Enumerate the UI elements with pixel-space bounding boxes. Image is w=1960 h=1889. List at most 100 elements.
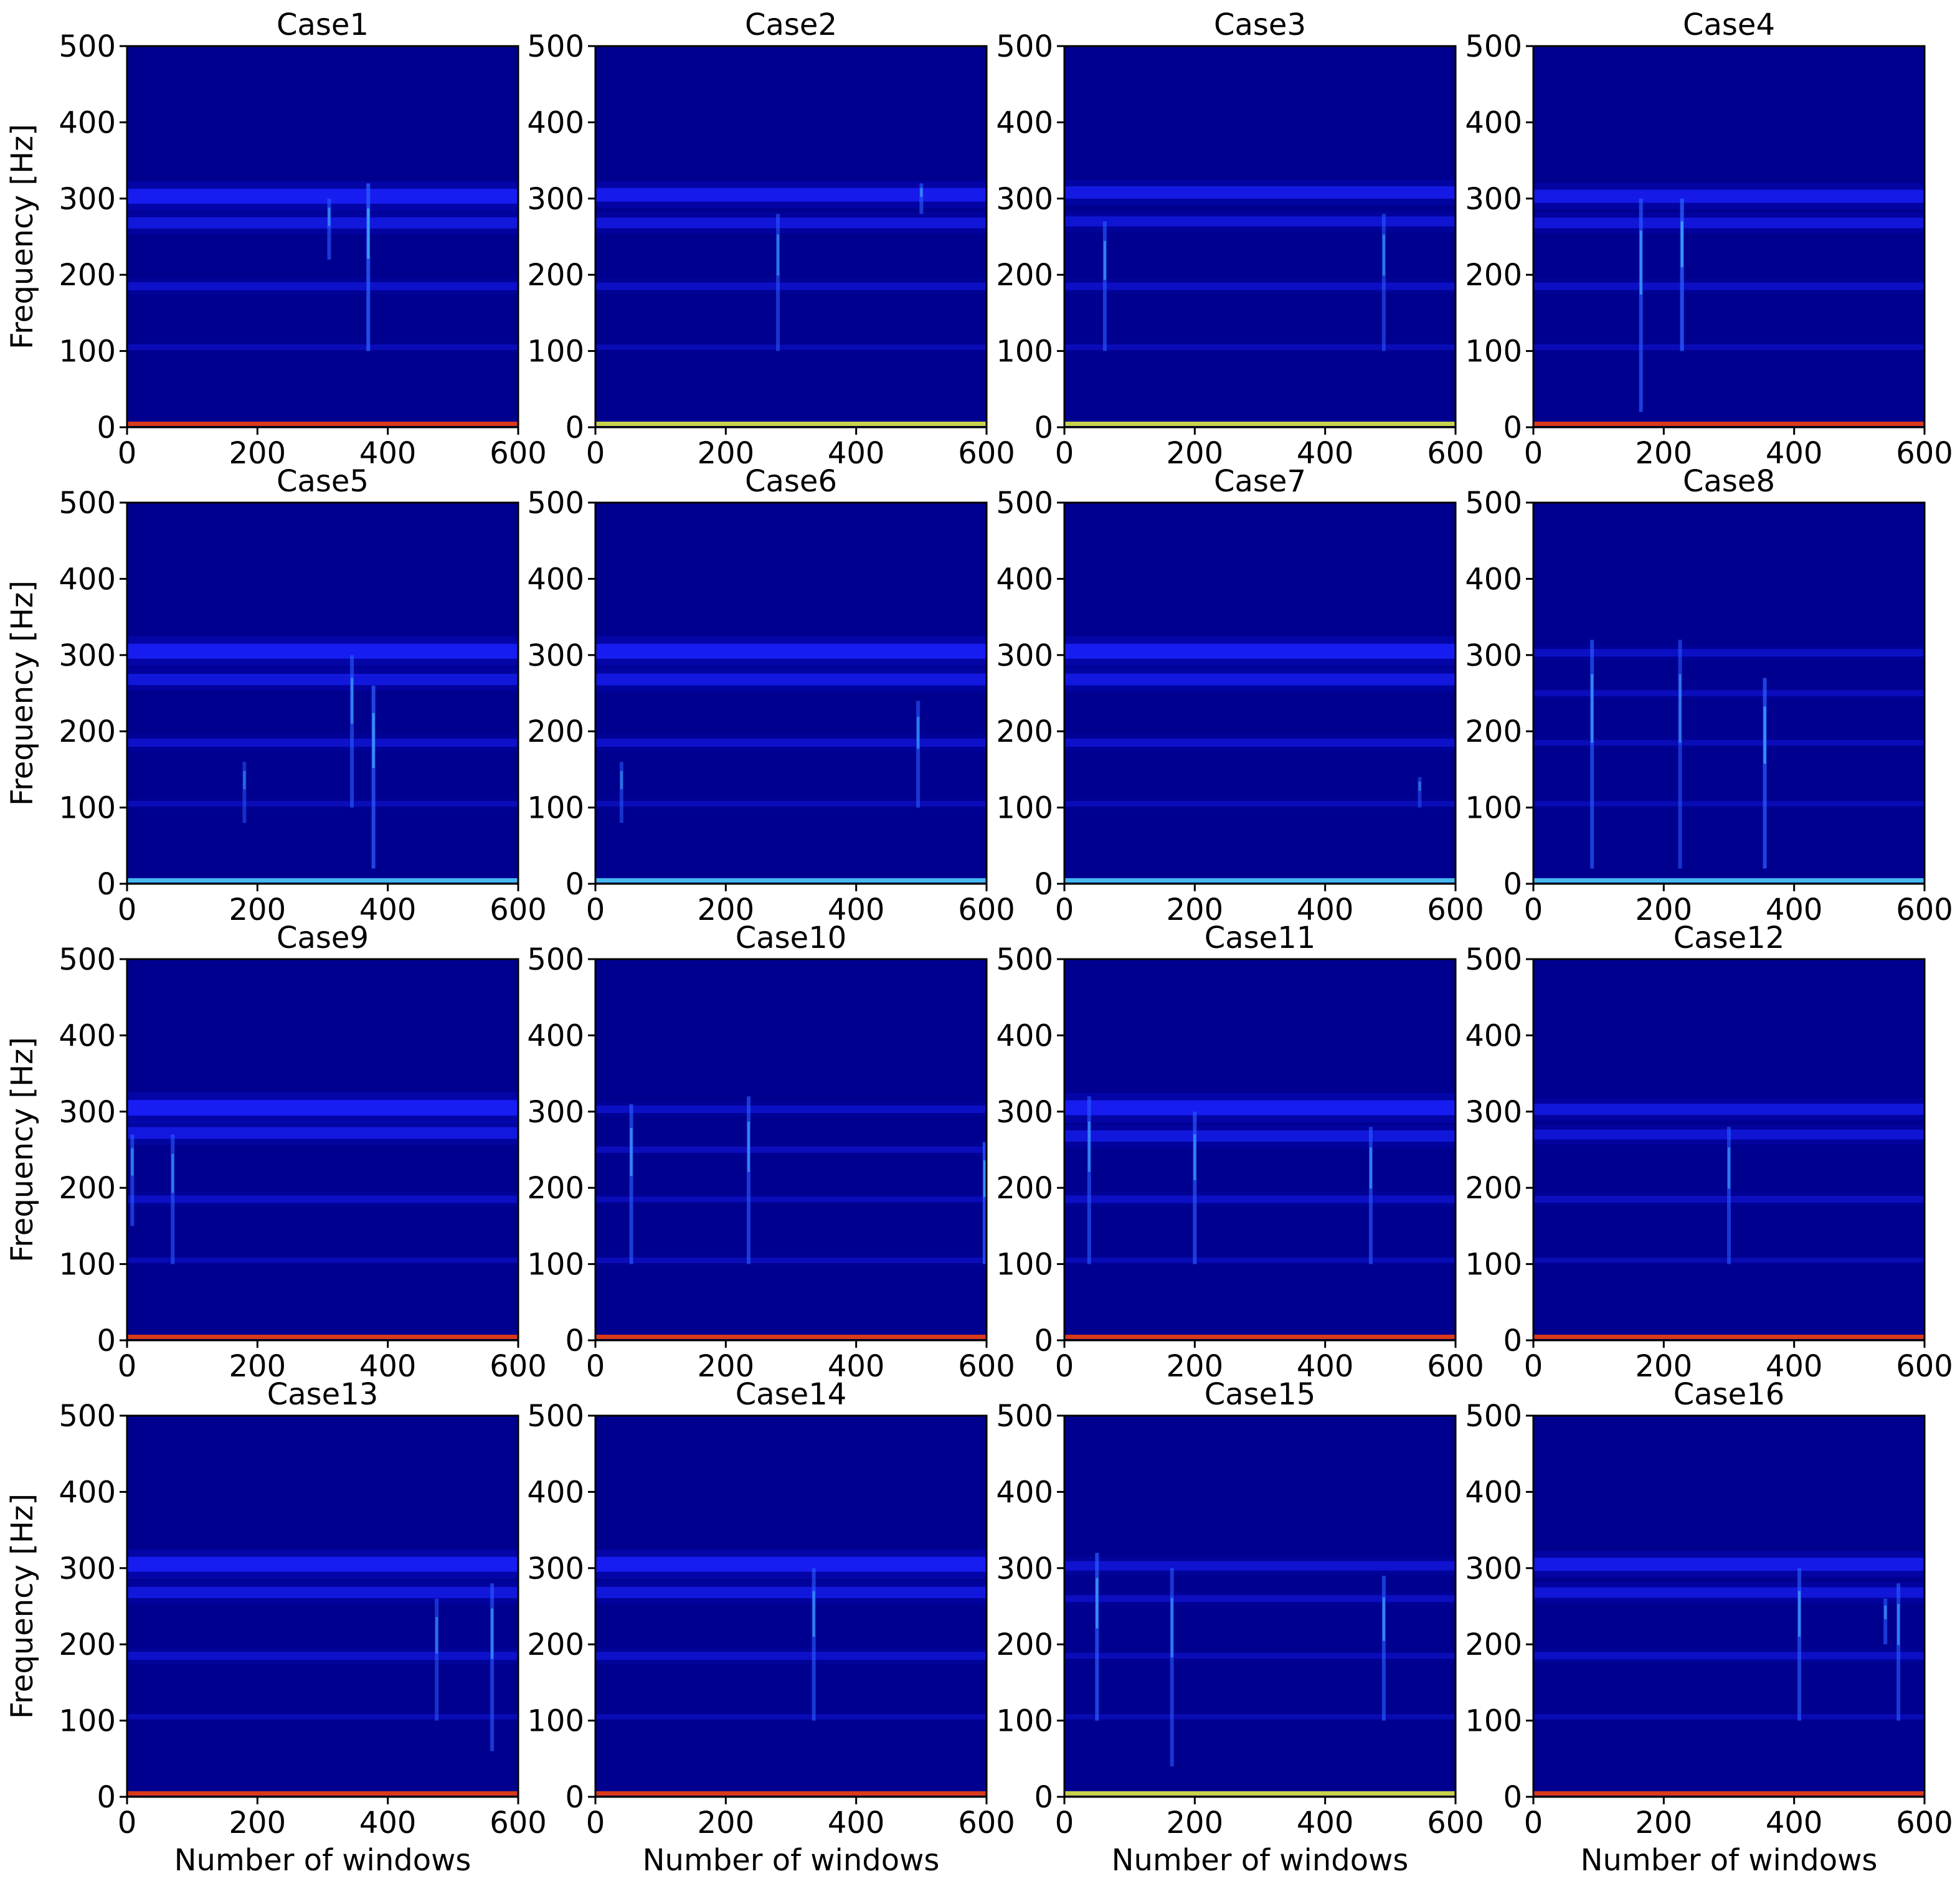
y-tick-label: 200 [59, 1627, 116, 1662]
transient-streak [1381, 214, 1386, 351]
x-tick-label: 200 [698, 1806, 755, 1840]
spectrogram-panel-6: Case6 0 200 400 600 0 100 200 300 400 500 [527, 464, 1015, 927]
zero-frequency-line [127, 878, 518, 883]
x-tick-label: 400 [359, 436, 417, 471]
x-tick-label: 200 [1636, 892, 1693, 927]
frequency-band [1064, 1100, 1456, 1115]
transient-peak [1170, 1598, 1173, 1658]
frequency-band-glow [1533, 1711, 1924, 1722]
y-tick-label: 200 [996, 714, 1053, 749]
y-tick-label: 200 [527, 258, 584, 293]
spectrogram-background [595, 1416, 987, 1797]
x-tick-label: 0 [586, 436, 605, 471]
x-tick-label: 200 [229, 892, 286, 927]
y-tick-label: 300 [59, 638, 116, 673]
y-tick-label: 100 [1465, 334, 1522, 369]
transient-streak [1095, 1553, 1099, 1721]
y-tick-label: 0 [565, 1780, 584, 1815]
axes-frame [126, 958, 519, 1342]
x-tick-label: 0 [1055, 1349, 1074, 1384]
frequency-band [127, 1586, 518, 1598]
y-tick-label: 300 [996, 638, 1053, 673]
transient-streak [130, 1134, 135, 1226]
frequency-band [1064, 643, 1456, 659]
y-tick-label: 100 [996, 1704, 1053, 1739]
spectrogram-background [127, 1416, 518, 1797]
y-tick-label: 200 [59, 714, 116, 749]
y-tick-label: 0 [1034, 1780, 1053, 1815]
spectrogram-panel-1: Case1 0 200 400 600 0 100 200 300 400 500 Frequency… [5, 7, 547, 471]
y-tick-label: 300 [996, 1095, 1053, 1130]
x-tick-label: 400 [359, 1349, 417, 1384]
y-tick-label: 300 [527, 638, 584, 673]
spectrogram-panel-10: Case10 0 200 400 600 0 100 200 300 400 500 [527, 921, 1015, 1384]
frequency-band-glow [1064, 1591, 1456, 1606]
y-tick-label: 200 [996, 1171, 1053, 1206]
x-tick-label: 600 [1427, 1349, 1484, 1384]
zero-frequency-line [127, 1335, 518, 1339]
spectrogram-panel-12: Case12 0 200 400 600 0 100 200 300 400 500 [1465, 921, 1953, 1384]
y-axis-label: Frequency [Hz] [5, 1494, 40, 1719]
zero-frequency-line [595, 1791, 987, 1796]
spectrogram-background [1533, 46, 1924, 427]
spectrogram-panel-8: Case8 0 200 400 600 0 100 200 300 400 500 [1465, 464, 1953, 927]
y-tick-label: 500 [59, 486, 116, 521]
y-tick-label: 100 [527, 1704, 584, 1739]
y-tick-label: 300 [996, 182, 1053, 217]
y-tick-label: 0 [1503, 867, 1522, 902]
y-tick-label: 400 [996, 1475, 1053, 1510]
spectrogram-panel-11: Case11 0 200 400 600 0 100 200 300 400 500 [996, 921, 1484, 1384]
frequency-band-glow [1064, 1191, 1456, 1207]
y-tick-label: 500 [527, 1399, 584, 1434]
y-tick-label: 200 [527, 714, 584, 749]
frequency-band [127, 217, 518, 229]
spectrogram-panel-16: Case16 0 200 400 600 0 100 200 300 400 500 Number o… [1465, 1377, 1953, 1878]
frequency-band [127, 1127, 518, 1139]
x-tick-label: 400 [828, 1806, 885, 1840]
x-tick-label: 400 [1297, 892, 1354, 927]
frequency-band [127, 1714, 518, 1720]
axes-frame [1532, 501, 1926, 885]
x-tick-label: 400 [1297, 436, 1354, 471]
frequency-band-glow [595, 278, 987, 294]
zero-frequency-line [1533, 422, 1924, 426]
frequency-band [595, 1196, 987, 1203]
transient-streak [746, 1096, 750, 1264]
x-tick-label: 200 [1167, 892, 1224, 927]
frequency-band [595, 344, 987, 350]
x-tick-label: 600 [1427, 892, 1484, 927]
y-tick-label: 400 [1465, 105, 1522, 140]
frequency-band [1064, 800, 1456, 807]
transient-streak [919, 183, 924, 214]
y-axis-label: Frequency [Hz] [5, 580, 40, 806]
x-tick-label: 200 [1167, 1349, 1224, 1384]
y-axis-label: Frequency [Hz] [5, 124, 40, 349]
y-tick-label: 500 [527, 29, 584, 64]
y-tick-label: 400 [59, 1475, 116, 1510]
frequency-band [1064, 216, 1456, 227]
y-tick-label: 0 [97, 1323, 116, 1358]
x-tick-label: 400 [1766, 892, 1823, 927]
x-tick-label: 200 [1636, 436, 1693, 471]
x-tick-label: 600 [958, 1349, 1015, 1384]
y-tick-label: 500 [1465, 942, 1522, 977]
frequency-band [1533, 344, 1924, 350]
y-tick-label: 400 [59, 562, 116, 597]
transient-streak [1418, 777, 1422, 808]
y-tick-label: 300 [527, 182, 584, 217]
frequency-band-glow [595, 1254, 987, 1266]
frequency-band [127, 739, 518, 747]
y-tick-label: 300 [996, 1551, 1053, 1586]
frequency-band [595, 1105, 987, 1114]
zero-frequency-line [595, 878, 987, 883]
x-tick-label: 400 [1766, 1806, 1823, 1840]
transient-streak [490, 1583, 495, 1751]
x-tick-label: 0 [1055, 892, 1074, 927]
spectrogram-panel-7: Case7 0 200 400 600 0 100 200 300 400 500 [996, 464, 1484, 927]
y-tick-label: 400 [996, 1018, 1053, 1053]
zero-frequency-line [1064, 1335, 1456, 1339]
spectrogram-panel-14: Case14 0 200 400 600 0 100 200 300 400 500 Number o… [527, 1377, 1015, 1878]
panel-title: Case7 [1214, 464, 1306, 499]
spectrogram-panel-3: Case3 0 200 400 600 0 100 200 300 400 500 [996, 7, 1484, 471]
